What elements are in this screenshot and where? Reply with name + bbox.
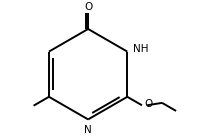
Text: O: O — [144, 99, 152, 109]
Text: N: N — [84, 125, 92, 135]
Text: O: O — [84, 2, 92, 12]
Text: NH: NH — [133, 44, 148, 54]
